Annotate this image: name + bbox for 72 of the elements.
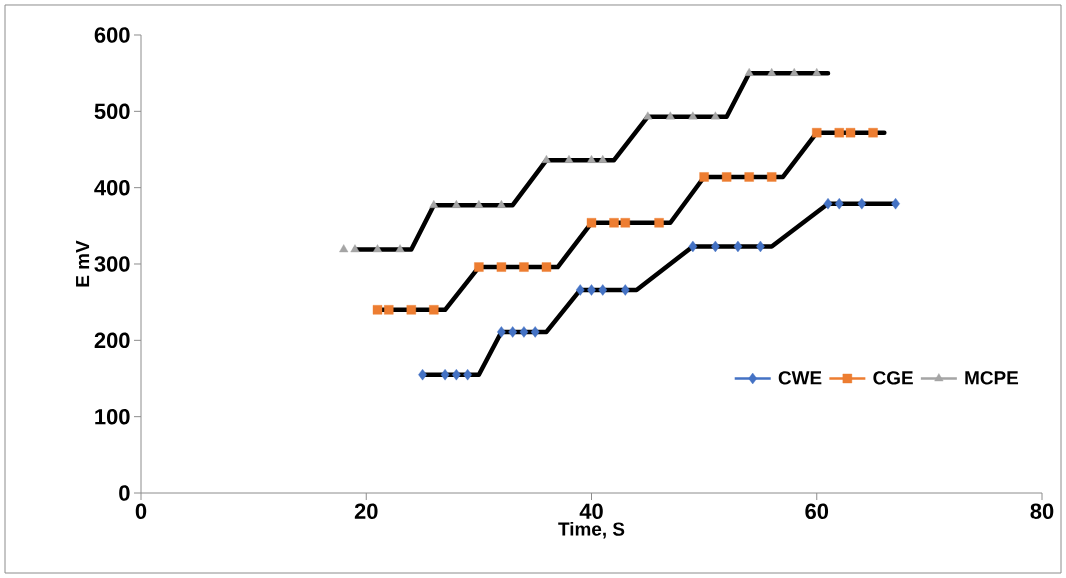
- point: [474, 200, 484, 208]
- point: [598, 284, 608, 296]
- point: [497, 326, 506, 338]
- point: [789, 67, 799, 76]
- x-tick-label: 20: [354, 503, 378, 520]
- y-tick-label: 400: [94, 179, 130, 196]
- point: [384, 305, 394, 315]
- point: [395, 244, 405, 253]
- point: [744, 172, 754, 182]
- point: [508, 326, 517, 338]
- x-tick-label: 80: [1030, 503, 1054, 520]
- point: [496, 262, 507, 272]
- point: [857, 198, 867, 210]
- point: [767, 67, 777, 76]
- legend-label: CWE: [778, 371, 822, 385]
- y-tick-label: 100: [95, 408, 130, 425]
- point: [541, 154, 551, 163]
- point: [744, 67, 754, 76]
- point: [721, 172, 732, 182]
- point: [372, 305, 383, 315]
- point: [812, 127, 822, 138]
- point: [440, 368, 450, 381]
- point: [609, 218, 619, 228]
- point: [598, 154, 608, 163]
- y-axis-title: E mV: [76, 240, 90, 287]
- point: [699, 172, 709, 182]
- point: [575, 284, 585, 296]
- point: [519, 326, 529, 338]
- point: [710, 111, 720, 120]
- point: [688, 111, 698, 120]
- point: [474, 262, 484, 272]
- point: [845, 127, 856, 138]
- point: [429, 200, 439, 208]
- point: [654, 218, 664, 228]
- x-tick-label: 40: [579, 503, 603, 520]
- point: [891, 198, 900, 210]
- x-tick-label: 0: [135, 503, 147, 520]
- point: [665, 111, 675, 120]
- point: [406, 305, 416, 315]
- y-tick-label: 0: [119, 485, 130, 501]
- point: [587, 284, 596, 296]
- y-tick-label: 600: [94, 27, 130, 43]
- point: [688, 240, 698, 253]
- x-tick-label: 60: [805, 503, 829, 520]
- point: [834, 127, 844, 138]
- point: [812, 67, 822, 76]
- point: [643, 111, 653, 120]
- point: [564, 154, 574, 163]
- point: [620, 284, 630, 296]
- point: [541, 262, 552, 272]
- point: [767, 172, 777, 182]
- point: [586, 154, 597, 163]
- point: [868, 127, 878, 138]
- point: [823, 198, 833, 210]
- y-tick-label: 300: [94, 256, 130, 272]
- point: [733, 240, 743, 253]
- point: [620, 218, 630, 228]
- y-tick-label: 500: [94, 103, 130, 120]
- point: [496, 200, 506, 208]
- point: [530, 326, 540, 338]
- point: [372, 244, 383, 253]
- point: [350, 244, 360, 253]
- y-tick-label: 200: [94, 332, 130, 349]
- legend-label: MCPE: [965, 371, 1019, 385]
- point: [451, 200, 461, 208]
- point: [519, 262, 529, 272]
- x-axis-title: Time, S: [558, 521, 625, 539]
- point: [586, 218, 597, 228]
- legend-label: CGE: [873, 371, 913, 385]
- point: [834, 198, 844, 210]
- point: [339, 244, 349, 253]
- point: [429, 305, 439, 315]
